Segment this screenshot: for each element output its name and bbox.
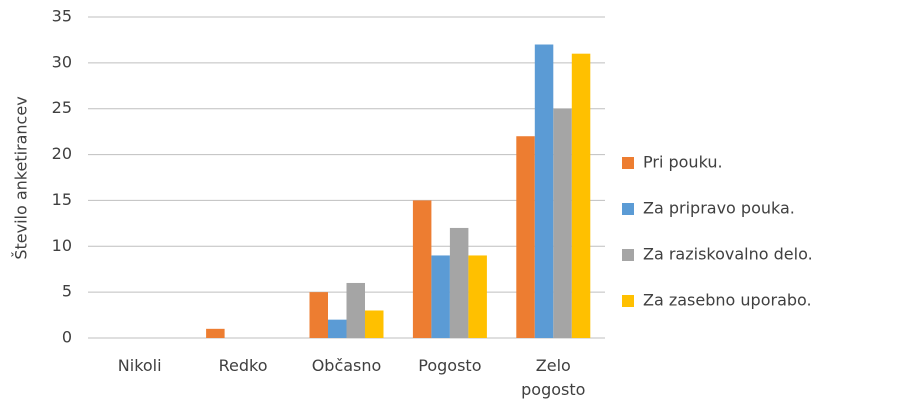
bar — [431, 255, 450, 338]
legend-label: Pri pouku. — [643, 153, 723, 172]
bar — [516, 136, 535, 338]
legend-label: Za zasebno uporabo. — [643, 291, 812, 310]
legend-swatch — [622, 203, 634, 215]
bar — [365, 310, 384, 338]
x-tick-label: Zelo pogosto — [521, 356, 586, 399]
x-tick-label: Redko — [218, 356, 268, 375]
y-tick-label: 15 — [52, 190, 72, 209]
y-tick-label: 0 — [62, 328, 72, 347]
bar — [346, 282, 365, 338]
x-tick-label: Pogosto — [418, 356, 482, 375]
legend-label: Za raziskovalno delo. — [643, 245, 813, 264]
x-tick-label: Nikoli — [117, 356, 162, 375]
y-axis-label: Število anketirancev — [12, 96, 31, 259]
legend-swatch — [622, 157, 634, 169]
bar — [571, 53, 591, 338]
bar — [553, 108, 572, 338]
bar — [309, 292, 328, 338]
legend-label: Za pripravo pouka. — [643, 199, 795, 218]
y-tick-label: 20 — [52, 144, 72, 163]
bar — [206, 328, 225, 338]
y-tick-label: 25 — [52, 98, 72, 117]
bar — [534, 44, 554, 339]
bar — [468, 255, 487, 338]
legend-swatch — [622, 249, 634, 261]
y-tick-label: 35 — [52, 7, 72, 26]
legend-swatch — [622, 295, 634, 307]
y-tick-label: 5 — [62, 282, 72, 301]
y-tick-label: 10 — [52, 236, 72, 255]
y-tick-label: 30 — [52, 52, 72, 71]
x-tick-label: Občasno — [311, 356, 382, 375]
bar — [449, 227, 469, 338]
bar — [328, 319, 347, 338]
bar — [412, 200, 432, 338]
